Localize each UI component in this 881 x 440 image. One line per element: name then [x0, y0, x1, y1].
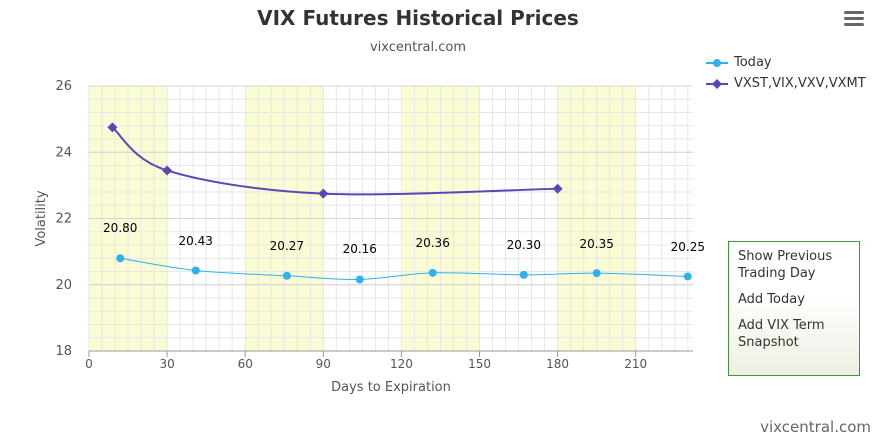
- data-label: 20.35: [579, 237, 613, 251]
- add-today-button[interactable]: Add Today: [738, 292, 805, 307]
- menu-bar: [844, 11, 864, 14]
- x-tick-label: 90: [316, 357, 331, 371]
- data-label: 20.25: [671, 240, 705, 254]
- data-label: 20.30: [507, 238, 541, 252]
- hamburger-menu-icon[interactable]: [842, 9, 866, 31]
- x-tick-label: 180: [546, 357, 569, 371]
- menu-bar: [844, 23, 864, 26]
- add-vix-term-snapshot-button[interactable]: Add VIX Term Snapshot: [738, 318, 825, 350]
- x-tick-label: 120: [390, 357, 413, 371]
- term-point: [552, 183, 563, 194]
- x-tick-label: 150: [468, 357, 491, 371]
- x-tick-label: 210: [624, 357, 647, 371]
- watermark: vixcentral.com: [760, 418, 871, 436]
- today-point: [282, 271, 291, 280]
- x-tick-label: 60: [238, 357, 253, 371]
- term-point: [107, 122, 118, 133]
- x-tick-label: 0: [85, 357, 93, 371]
- legend-label-today: Today: [734, 55, 772, 70]
- show-previous-day-button[interactable]: Show Previous Trading Day: [738, 249, 833, 281]
- legend-item-today[interactable]: Today: [706, 52, 866, 73]
- circle-marker-icon: [706, 58, 728, 67]
- data-label: 20.36: [415, 236, 449, 250]
- today-point: [428, 268, 437, 277]
- chart-legend: Today VXST,VIX,VXV,VXMT: [706, 52, 866, 94]
- data-label: 20.16: [343, 242, 377, 256]
- y-axis-title: Volatility: [34, 190, 49, 246]
- series-line-term: [111, 126, 558, 196]
- chart-subtitle: vixcentral.com: [369, 40, 467, 55]
- chart-title: VIX Futures Historical Prices: [257, 6, 579, 30]
- y-tick-label: 26: [55, 79, 72, 94]
- today-point: [683, 272, 692, 281]
- y-tick-label: 24: [55, 145, 72, 160]
- data-label: 20.80: [103, 221, 137, 235]
- legend-item-term[interactable]: VXST,VIX,VXV,VXMT: [706, 73, 866, 94]
- term-point: [318, 188, 329, 199]
- today-point: [592, 269, 601, 278]
- options-panel: Show Previous Trading Day Add Today Add …: [728, 241, 860, 376]
- today-point: [519, 270, 528, 279]
- today-point: [191, 266, 200, 275]
- x-tick-label: 30: [159, 357, 174, 371]
- legend-label-term: VXST,VIX,VXV,VXMT: [734, 76, 866, 91]
- y-tick-label: 20: [55, 278, 72, 293]
- diamond-marker-icon: [706, 78, 728, 89]
- y-tick-label: 18: [55, 344, 72, 359]
- data-label: 20.27: [270, 239, 304, 253]
- x-axis-title: Days to Expiration: [331, 380, 451, 395]
- y-tick-label: 22: [55, 212, 72, 227]
- today-point: [116, 254, 125, 263]
- menu-bar: [844, 17, 864, 20]
- data-label: 20.43: [179, 234, 213, 248]
- today-point: [355, 275, 364, 284]
- term-point: [162, 165, 173, 176]
